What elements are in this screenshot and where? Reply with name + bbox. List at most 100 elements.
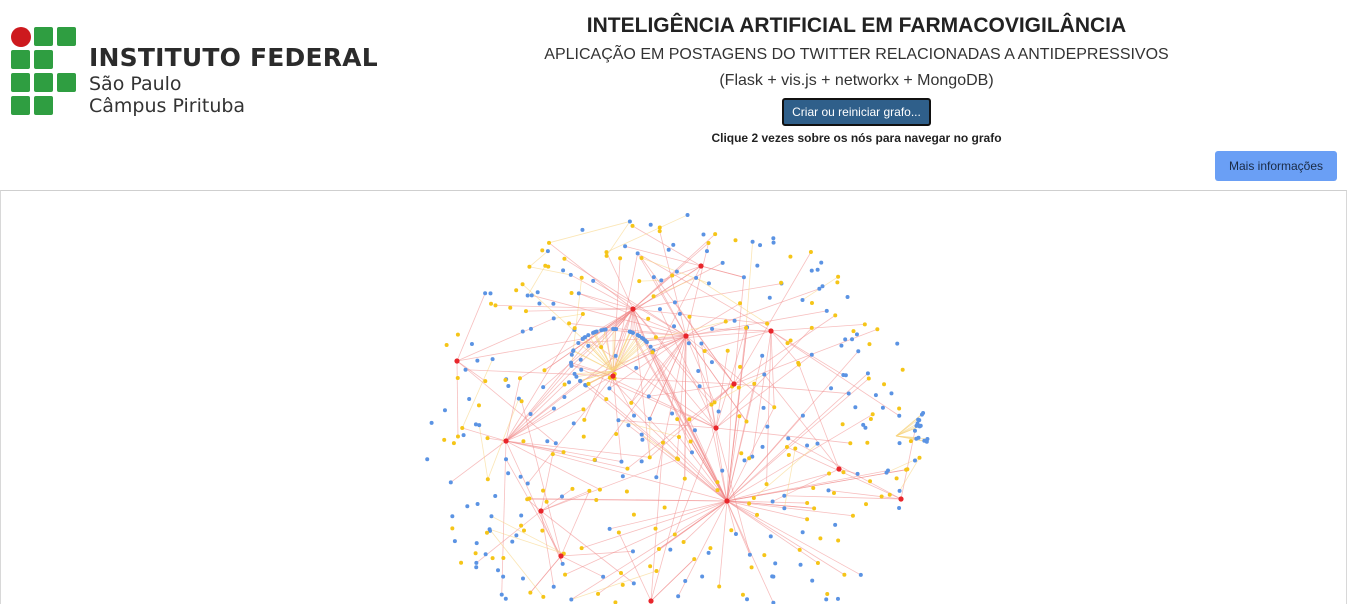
graph-node-leaf[interactable]	[772, 241, 776, 245]
graph-node-leaf[interactable]	[844, 373, 848, 377]
graph-node-medium[interactable]	[604, 250, 608, 254]
graph-node-medium[interactable]	[562, 257, 566, 261]
graph-node-leaf[interactable]	[846, 295, 850, 299]
graph-node-medium[interactable]	[493, 303, 497, 307]
graph-node-leaf[interactable]	[836, 597, 840, 601]
graph-node-leaf[interactable]	[821, 284, 825, 288]
graph-node-leaf[interactable]	[640, 459, 644, 463]
graph-node-medium[interactable]	[459, 561, 463, 565]
graph-node-leaf[interactable]	[474, 565, 478, 569]
graph-node-medium[interactable]	[897, 406, 901, 410]
graph-node-medium[interactable]	[485, 531, 489, 535]
graph-node-medium[interactable]	[545, 500, 549, 504]
graph-node-medium[interactable]	[599, 345, 603, 349]
graph-node-leaf[interactable]	[552, 316, 556, 320]
graph-node-medium[interactable]	[593, 458, 597, 462]
graph-node-medium[interactable]	[570, 291, 574, 295]
graph-node-leaf[interactable]	[824, 597, 828, 601]
graph-node-leaf[interactable]	[647, 394, 651, 398]
graph-node-leaf[interactable]	[510, 540, 514, 544]
graph-node-medium[interactable]	[762, 553, 766, 557]
graph-node-medium[interactable]	[796, 361, 800, 365]
graph-node-medium[interactable]	[542, 368, 546, 372]
graph-node-hub[interactable]	[503, 438, 508, 443]
graph-node-medium[interactable]	[605, 254, 609, 258]
graph-node-medium[interactable]	[842, 573, 846, 577]
graph-node-leaf[interactable]	[626, 423, 630, 427]
graph-node-medium[interactable]	[540, 529, 544, 533]
graph-node-hub[interactable]	[558, 553, 563, 558]
graph-node-medium[interactable]	[729, 528, 733, 532]
graph-node-medium[interactable]	[851, 514, 855, 518]
graph-node-leaf[interactable]	[476, 502, 480, 506]
graph-node-hub[interactable]	[698, 263, 703, 268]
network-graph[interactable]	[1, 191, 1346, 604]
graph-node-leaf[interactable]	[768, 296, 772, 300]
graph-node-leaf[interactable]	[918, 424, 922, 428]
graph-node-medium[interactable]	[747, 456, 751, 460]
graph-node-medium[interactable]	[619, 571, 623, 575]
graph-node-leaf[interactable]	[530, 293, 534, 297]
graph-node-medium[interactable]	[657, 547, 661, 551]
graph-node-medium[interactable]	[744, 326, 748, 330]
graph-node-medium[interactable]	[789, 339, 793, 343]
graph-node-medium[interactable]	[869, 417, 873, 421]
graph-node-leaf[interactable]	[450, 514, 454, 518]
graph-node-leaf[interactable]	[631, 331, 635, 335]
graph-node-leaf[interactable]	[475, 541, 479, 545]
graph-node-medium[interactable]	[491, 556, 495, 560]
graph-node-leaf[interactable]	[489, 514, 493, 518]
graph-node-medium[interactable]	[675, 456, 679, 460]
graph-node-leaf[interactable]	[898, 441, 902, 445]
graph-node-medium[interactable]	[737, 385, 741, 389]
graph-canvas[interactable]	[0, 190, 1347, 604]
graph-node-leaf[interactable]	[652, 275, 656, 279]
graph-node-medium[interactable]	[648, 564, 652, 568]
graph-node-leaf[interactable]	[667, 248, 671, 252]
graph-node-medium[interactable]	[563, 383, 567, 387]
graph-node-leaf[interactable]	[694, 276, 698, 280]
graph-node-leaf[interactable]	[855, 332, 859, 336]
graph-node-leaf[interactable]	[591, 279, 595, 283]
graph-node-hub[interactable]	[724, 498, 729, 503]
graph-node-leaf[interactable]	[707, 551, 711, 555]
graph-node-leaf[interactable]	[801, 298, 805, 302]
graph-node-medium[interactable]	[573, 326, 577, 330]
graph-node-leaf[interactable]	[577, 291, 581, 295]
graph-node-medium[interactable]	[779, 281, 783, 285]
graph-node-medium[interactable]	[918, 456, 922, 460]
graph-node-leaf[interactable]	[586, 344, 590, 348]
graph-node-medium[interactable]	[551, 452, 555, 456]
graph-node-medium[interactable]	[809, 250, 813, 254]
graph-node-leaf[interactable]	[493, 494, 497, 498]
graph-node-leaf[interactable]	[720, 469, 724, 473]
graph-node-leaf[interactable]	[569, 598, 573, 602]
graph-node-leaf[interactable]	[632, 581, 636, 585]
graph-node-hub[interactable]	[538, 508, 543, 513]
graph-node-leaf[interactable]	[825, 309, 829, 313]
graph-node-leaf[interactable]	[571, 348, 575, 352]
graph-node-medium[interactable]	[765, 482, 769, 486]
graph-node-leaf[interactable]	[916, 418, 920, 422]
graph-node-leaf[interactable]	[649, 345, 653, 349]
graph-node-leaf[interactable]	[488, 291, 492, 295]
graph-node-medium[interactable]	[888, 493, 892, 497]
graph-node-leaf[interactable]	[863, 426, 867, 430]
graph-node-leaf[interactable]	[569, 273, 573, 277]
graph-node-medium[interactable]	[524, 309, 528, 313]
graph-node-medium[interactable]	[816, 561, 820, 565]
graph-node-leaf[interactable]	[649, 223, 653, 227]
graph-node-leaf[interactable]	[529, 327, 533, 331]
graph-node-medium[interactable]	[503, 378, 507, 382]
graph-node-medium[interactable]	[528, 591, 532, 595]
graph-node-medium[interactable]	[741, 593, 745, 597]
graph-node-hub[interactable]	[610, 373, 615, 378]
graph-node-leaf[interactable]	[506, 384, 510, 388]
graph-node-medium[interactable]	[832, 491, 836, 495]
graph-node-leaf[interactable]	[895, 342, 899, 346]
graph-node-medium[interactable]	[563, 573, 567, 577]
graph-node-leaf[interactable]	[541, 385, 545, 389]
graph-node-medium[interactable]	[836, 275, 840, 279]
graph-node-medium[interactable]	[744, 420, 748, 424]
graph-node-leaf[interactable]	[742, 458, 746, 462]
